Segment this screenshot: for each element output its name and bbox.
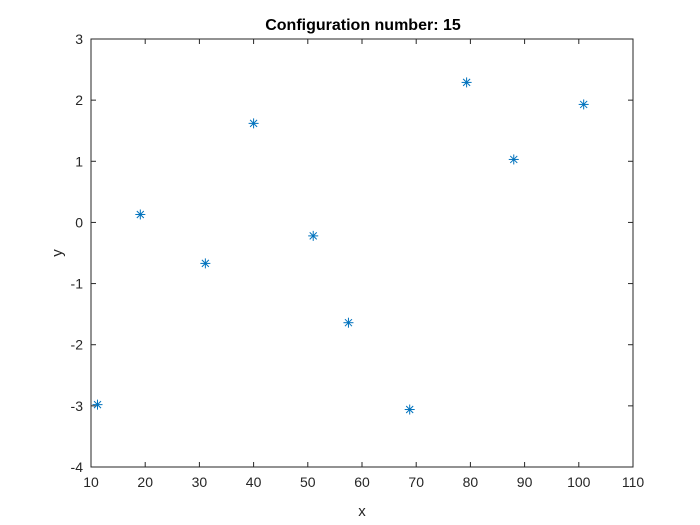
data-point [461,77,472,88]
y-axis-label: y [49,249,66,257]
data-point [508,154,519,165]
y-tick-label: -1 [71,276,84,292]
data-point [404,404,415,415]
x-tick-label: 80 [463,474,479,490]
plot-area [90,38,634,468]
x-tick-label: 40 [246,474,262,490]
x-tick-label: 10 [83,474,99,490]
data-point [308,230,319,241]
data-point [248,118,259,129]
chart-title: Configuration number: 15 [265,17,461,34]
data-point [92,399,103,410]
x-axis-label: x [358,503,366,520]
data-point [135,209,146,220]
y-tick-label: 0 [75,214,83,230]
x-tick-label: 70 [408,474,424,490]
x-tick-label: 30 [192,474,208,490]
y-tick-label: -2 [71,337,84,353]
data-point [578,99,589,110]
y-tick-label: -4 [71,459,84,475]
y-tick-label: 2 [75,92,83,108]
x-tick-label: 110 [622,474,645,490]
data-points [92,77,589,415]
data-point [200,258,211,269]
x-tick-label: 90 [517,474,533,490]
y-tick-label: 1 [75,153,83,169]
x-tick-label: 50 [300,474,316,490]
x-axis-ticks: 10 20 30 40 50 60 70 80 90 100 110 [83,39,644,490]
y-tick-label: 3 [75,31,83,47]
y-axis-ticks: -4 -3 -2 -1 0 1 2 3 [71,31,633,475]
data-point [343,317,354,328]
x-tick-label: 60 [354,474,370,490]
y-tick-label: -3 [71,398,84,414]
x-tick-label: 20 [137,474,153,490]
x-tick-label: 100 [567,474,591,490]
